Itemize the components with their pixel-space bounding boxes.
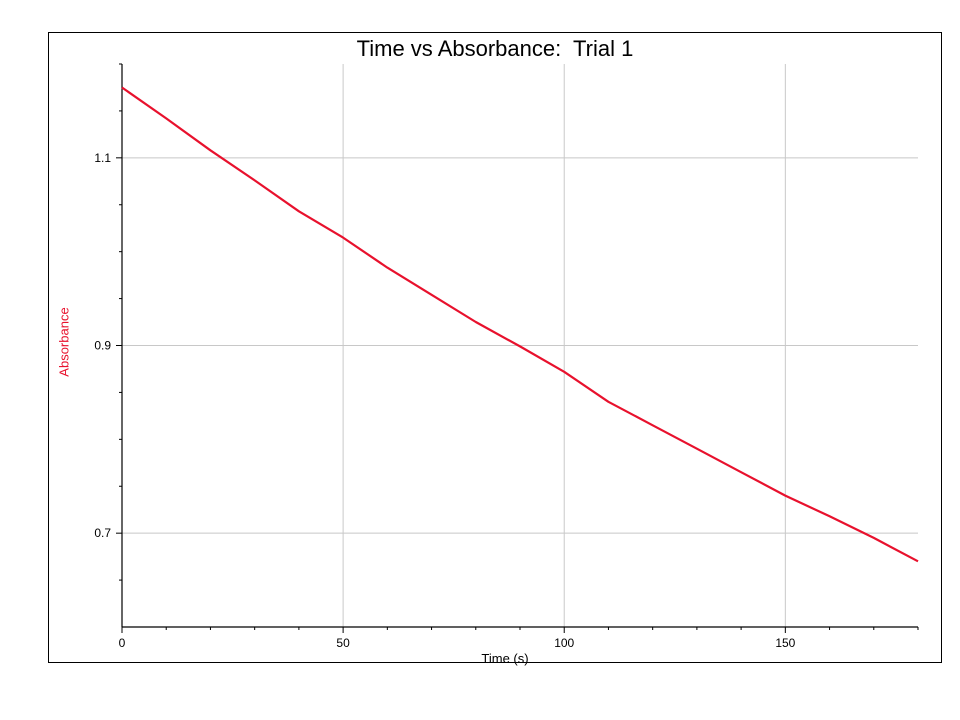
x-tick-label: 100: [554, 636, 574, 650]
y-axis-label: Absorbance: [56, 307, 72, 377]
y-tick-label: 1.1: [94, 151, 111, 165]
chart-frame: [48, 32, 942, 663]
x-tick-label: 150: [775, 636, 795, 650]
chart-title: Time vs Absorbance: Trial 1: [356, 36, 634, 61]
series-line: [121, 86, 919, 563]
x-tick-label: 0: [119, 636, 126, 650]
y-tick-label: 0.7: [94, 526, 111, 540]
x-axis-label: Time (s): [481, 651, 529, 666]
x-tick-label: 50: [336, 636, 350, 650]
y-tick-label: 0.9: [94, 339, 111, 353]
